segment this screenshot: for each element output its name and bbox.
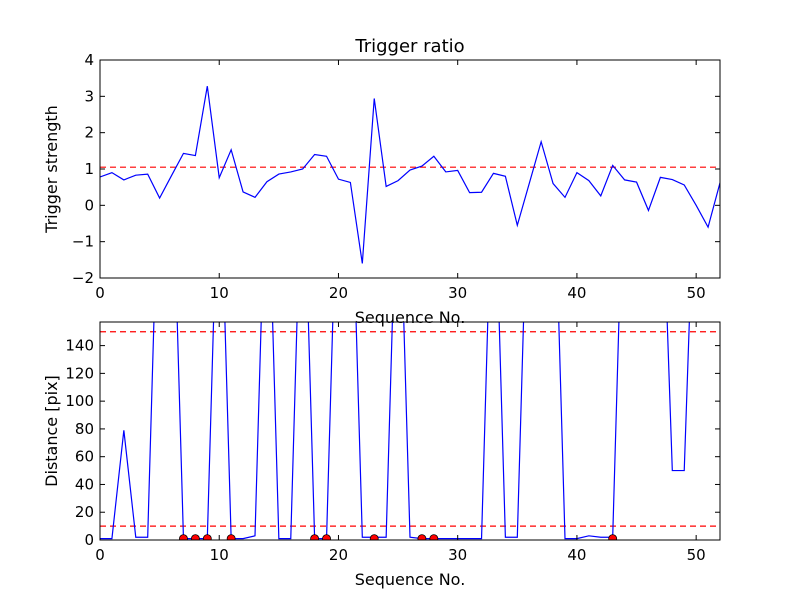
distance-y-tick-label: 0 — [84, 531, 94, 549]
distance-marker-point — [202, 534, 212, 540]
distance-x-axis-label: Sequence No. — [355, 570, 466, 589]
distance-x-tick-label: 10 — [210, 546, 229, 564]
trigger-y-tick-label: 1 — [84, 160, 94, 178]
distance-marker-point — [310, 534, 320, 540]
trigger-x-tick-label: 0 — [95, 284, 105, 302]
trigger-x-tick-label: 20 — [329, 284, 348, 302]
distance-panel: 0 10 20 30 40 50 0 20 40 60 80 100 120 140 Sequence No… — [42, 321, 721, 589]
trigger-x-axis-label: Sequence No. — [355, 308, 466, 327]
trigger-y-tick-label: 3 — [84, 87, 94, 105]
trigger-x-tick-label: 30 — [448, 284, 467, 302]
distance-x-tick-label: 20 — [329, 546, 348, 564]
distance-x-tick-label: 0 — [95, 546, 105, 564]
distance-marker-point — [190, 534, 200, 540]
trigger-x-tick-label: 10 — [210, 284, 229, 302]
distance-x-tick-label: 40 — [567, 546, 586, 564]
distance-marker-point — [369, 534, 379, 540]
distance-marker-point — [608, 534, 618, 540]
distance-marker-point — [179, 534, 188, 540]
trigger-y-tick-label: 2 — [84, 124, 94, 142]
distance-y-tick-label: 100 — [65, 392, 94, 410]
trigger-y-tick-label: 0 — [84, 196, 94, 214]
distance-y-tick-label: 40 — [75, 475, 94, 493]
trigger-y-tick-label: −1 — [72, 233, 94, 251]
distance-y-tick-label: 60 — [75, 448, 94, 466]
trigger-y-axis-label: Trigger strength — [42, 105, 61, 234]
distance-x-tick-label: 50 — [687, 546, 706, 564]
distance-marker-point — [417, 534, 427, 540]
trigger-series-line — [100, 86, 720, 264]
trigger-y-tick-label: 4 — [84, 51, 94, 69]
distance-y-axis-label: Distance [pix] — [42, 375, 61, 487]
distance-marker-point — [226, 534, 236, 540]
trigger-chart-title: Trigger ratio — [354, 36, 464, 57]
distance-marker-point — [322, 534, 331, 540]
trigger-x-tick-label: 40 — [567, 284, 586, 302]
distance-y-tick-label: 120 — [65, 364, 94, 382]
trigger-plot-area — [100, 86, 720, 264]
distance-axes-frame — [99, 321, 721, 541]
distance-marker-point — [429, 534, 439, 540]
distance-y-tick-label: 80 — [75, 420, 94, 438]
distance-y-tick-label: 20 — [75, 503, 94, 521]
distance-y-tick-label: 140 — [65, 337, 94, 355]
trigger-x-tick-label: 50 — [687, 284, 706, 302]
distance-x-tick-label: 30 — [448, 546, 467, 564]
trigger-y-tick-label: −2 — [72, 269, 94, 287]
distance-plot-area — [100, 322, 720, 540]
